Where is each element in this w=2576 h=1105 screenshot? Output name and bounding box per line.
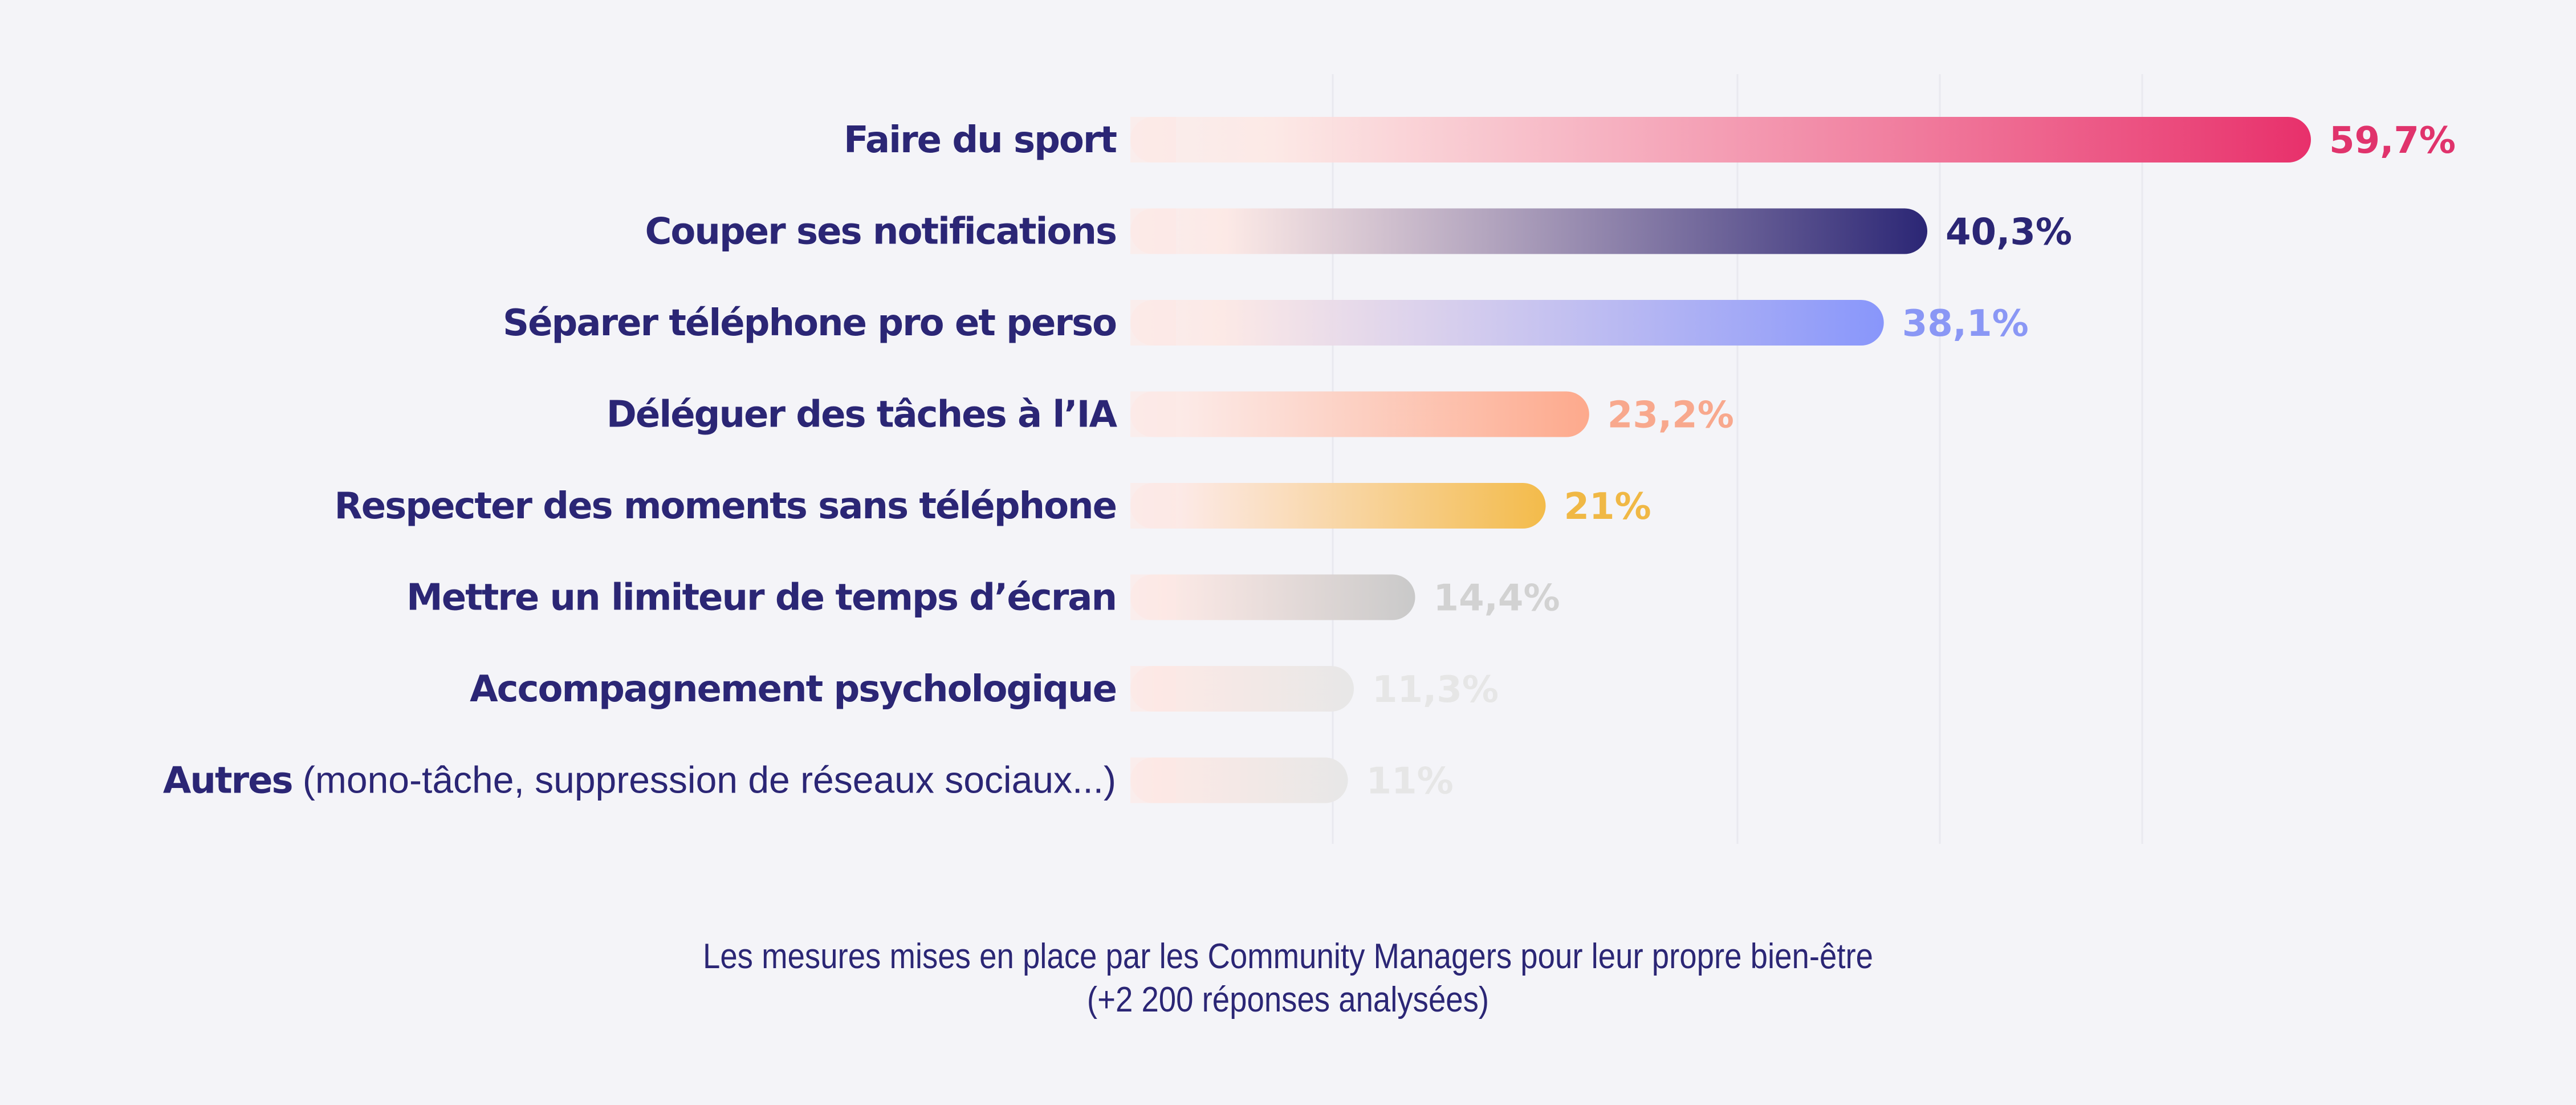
category-label-main: Autres <box>163 760 292 802</box>
category-label: Autres (mono-tâche, suppression de résea… <box>163 759 1116 802</box>
bar-start-cap <box>1130 117 1176 162</box>
category-label-detail: (mono-tâche, suppression de réseaux soci… <box>292 759 1116 801</box>
caption-line-2: (+2 200 réponses analysées) <box>1086 980 1490 1019</box>
category-label-main: Respecter des moments sans téléphone <box>334 485 1116 527</box>
bar-start-cap <box>1130 483 1176 529</box>
category-label-main: Faire du sport <box>844 119 1117 161</box>
bar <box>1130 574 1415 620</box>
category-label: Accompagnement psychologique <box>470 668 1116 710</box>
bar-start-cap <box>1130 666 1176 712</box>
bar <box>1130 208 1928 254</box>
bar <box>1130 483 1546 529</box>
bar-start-cap <box>1130 300 1176 346</box>
category-labels: Faire du sport Couper ses notifications Sé… <box>163 119 1119 802</box>
value-label: 21% <box>1564 486 1651 528</box>
bar-start-cap <box>1130 208 1176 254</box>
bar-start-cap <box>1130 574 1176 620</box>
category-label: Déléguer des tâches à l’IA <box>607 394 1118 436</box>
value-label: 59,7% <box>2329 120 2456 162</box>
category-label-main: Accompagnement psychologique <box>470 668 1116 710</box>
chart-caption: Les mesures mises en place par les Commu… <box>154 935 2422 1022</box>
bar <box>1130 117 2311 162</box>
bar <box>1130 757 1348 803</box>
bar <box>1130 300 1884 346</box>
value-labels: 59,7% 40,3% 38,1% 23,2% 21% 14,4% 11,3% 11% <box>1366 120 2456 803</box>
category-label: Séparer téléphone pro et perso <box>503 302 1116 344</box>
category-label: Faire du sport <box>844 119 1117 161</box>
value-label: 40,3% <box>1946 212 2072 254</box>
category-label-main: Séparer téléphone pro et perso <box>503 302 1116 344</box>
value-label: 14,4% <box>1434 578 1560 620</box>
category-label: Respecter des moments sans téléphone <box>334 485 1116 527</box>
category-label-main: Mettre un limiteur de temps d’écran <box>406 577 1116 619</box>
bar <box>1130 666 1354 712</box>
value-label: 38,1% <box>1902 303 2029 345</box>
caption-line-1: Les mesures mises en place par les Commu… <box>702 937 1874 976</box>
grid-lines <box>1332 74 2143 844</box>
value-label: 11% <box>1366 761 1454 803</box>
value-label: 23,2% <box>1608 395 1734 437</box>
bar-start-cap <box>1130 391 1176 437</box>
category-label: Mettre un limiteur de temps d’écran <box>406 577 1116 619</box>
category-label: Couper ses notifications <box>645 211 1116 253</box>
category-label-main: Couper ses notifications <box>645 211 1116 253</box>
value-label: 11,3% <box>1372 669 1499 711</box>
category-label-main: Déléguer des tâches à l’IA <box>607 394 1118 436</box>
bar <box>1130 391 1589 437</box>
bar-start-cap <box>1130 757 1176 803</box>
bars <box>1130 117 2311 803</box>
